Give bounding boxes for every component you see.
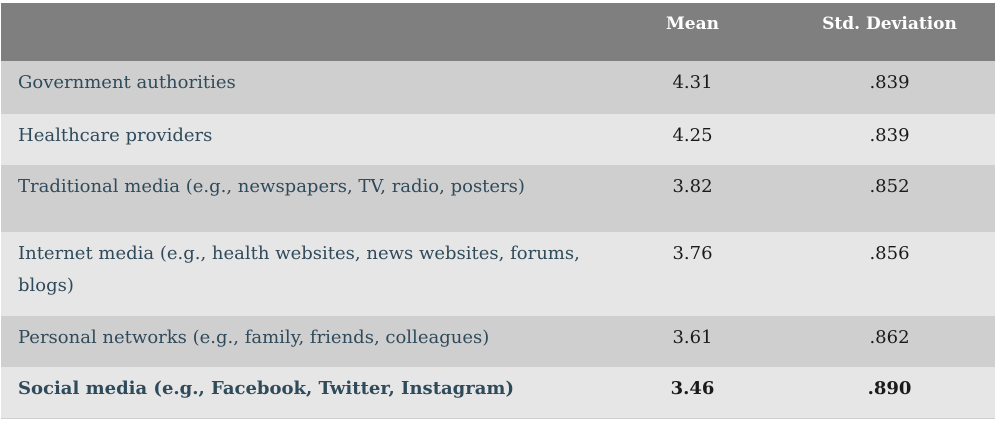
header-cell-mean: Mean — [665, 14, 719, 34]
table-row: Personal networks (e.g., family, friends… — [1, 316, 995, 367]
row-label: Government authorities — [18, 72, 236, 93]
row-mean: 3.46 — [670, 378, 715, 399]
row-std-deviation: .862 — [869, 327, 910, 348]
header-cell-empty — [1, 3, 601, 61]
row-label: Social media (e.g., Facebook, Twitter, I… — [18, 378, 514, 399]
row-std-deviation: .852 — [869, 176, 910, 197]
row-std-deviation: .839 — [869, 125, 910, 146]
row-mean: 3.76 — [672, 243, 713, 264]
row-mean: 4.25 — [672, 125, 713, 146]
table-row: Social media (e.g., Facebook, Twitter, I… — [1, 367, 995, 418]
row-std-deviation: .856 — [869, 243, 910, 264]
table-row: Traditional media (e.g., newspapers, TV,… — [1, 165, 995, 232]
row-mean: 4.31 — [672, 72, 713, 93]
row-mean: 3.61 — [672, 327, 713, 348]
table-header: Mean Std. Deviation — [1, 3, 995, 61]
row-label: Internet media (e.g., health websites, n… — [18, 243, 580, 296]
table-bottom-border — [1, 418, 995, 419]
row-std-deviation: .890 — [867, 378, 912, 399]
table-row: Internet media (e.g., health websites, n… — [1, 232, 995, 316]
table-row: Healthcare providers 4.25 .839 — [1, 114, 995, 165]
table-row: Government authorities 4.31 .839 — [1, 61, 995, 114]
header-cell-std-deviation: Std. Deviation — [822, 14, 957, 34]
row-label: Personal networks (e.g., family, friends… — [18, 327, 490, 348]
data-table: Mean Std. Deviation Government authoriti… — [1, 3, 995, 418]
row-std-deviation: .839 — [869, 72, 910, 93]
row-label: Traditional media (e.g., newspapers, TV,… — [18, 176, 525, 197]
row-label: Healthcare providers — [18, 125, 213, 146]
row-mean: 3.82 — [672, 176, 713, 197]
